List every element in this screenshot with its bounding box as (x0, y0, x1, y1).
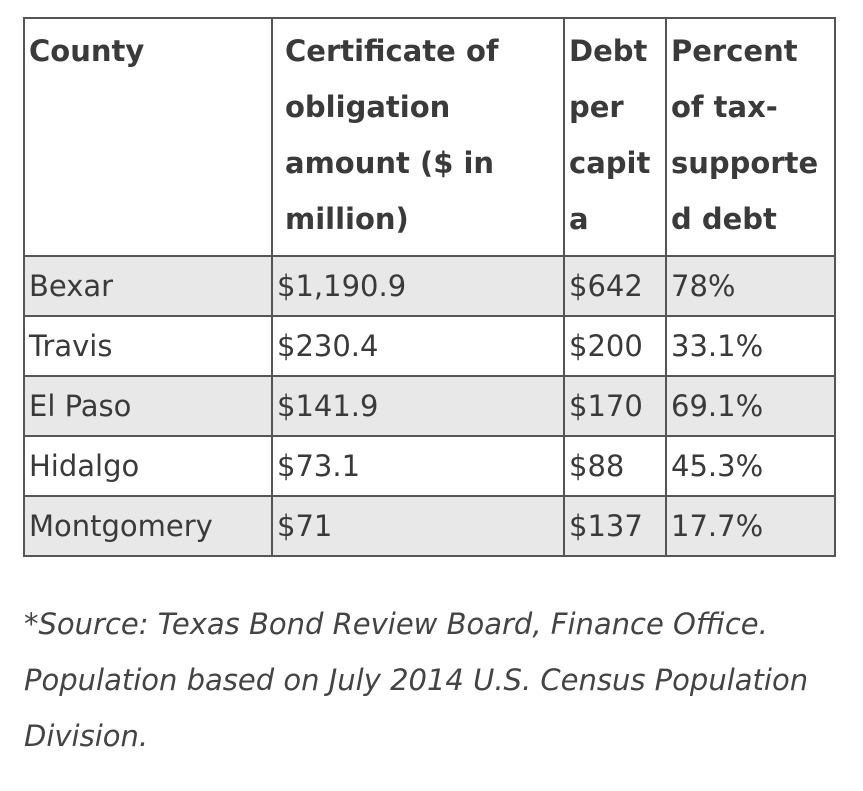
table-header: County Certificate of obligation amount … (23, 17, 836, 257)
table-body: Bexar $1,190.9 $642 78% Travis $230.4 $2… (23, 255, 836, 557)
header-debt-per-capita: Debt per capita (563, 17, 667, 257)
cell-percent: 69.1% (665, 375, 836, 437)
cell-percent: 17.7% (665, 495, 836, 557)
cell-county: Hidalgo (23, 435, 273, 497)
cell-percent: 33.1% (665, 315, 836, 377)
cell-county: Travis (23, 315, 273, 377)
cell-debt-per-capita: $88 (563, 435, 667, 497)
cell-certificate: $230.4 (271, 315, 565, 377)
table-row: El Paso $141.9 $170 69.1% (23, 375, 836, 437)
table-row: Montgomery $71 $137 17.7% (23, 495, 836, 557)
cell-debt-per-capita: $137 (563, 495, 667, 557)
header-certificate: Certificate of obligation amount ($ in m… (271, 17, 565, 257)
cell-percent: 78% (665, 255, 836, 317)
cell-percent: 45.3% (665, 435, 836, 497)
table-row: Bexar $1,190.9 $642 78% (23, 255, 836, 317)
cell-certificate: $141.9 (271, 375, 565, 437)
source-note: *Source: Texas Bond Review Board, Financ… (24, 607, 809, 753)
header-certificate-label: Certificate of obligation amount ($ in m… (285, 34, 499, 236)
cell-certificate: $1,190.9 (271, 255, 565, 317)
county-debt-table: County Certificate of obligation amount … (23, 17, 836, 557)
cell-certificate: $73.1 (271, 435, 565, 497)
header-percent: Percent of tax-supported debt (665, 17, 836, 257)
header-county: County (23, 17, 273, 257)
cell-debt-per-capita: $642 (563, 255, 667, 317)
table-row: Hidalgo $73.1 $88 45.3% (23, 435, 836, 497)
table-row: Travis $230.4 $200 33.1% (23, 315, 836, 377)
cell-county: Montgomery (23, 495, 273, 557)
cell-county: El Paso (23, 375, 273, 437)
cell-county: Bexar (23, 255, 273, 317)
header-row: County Certificate of obligation amount … (23, 17, 836, 257)
cell-certificate: $71 (271, 495, 565, 557)
cell-debt-per-capita: $170 (563, 375, 667, 437)
cell-debt-per-capita: $200 (563, 315, 667, 377)
